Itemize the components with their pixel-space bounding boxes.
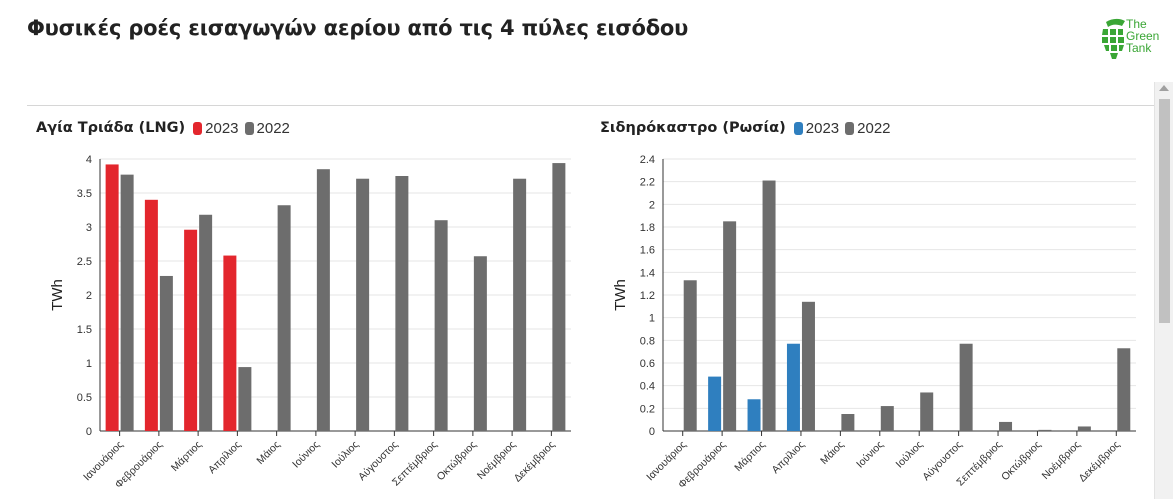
- y-tick-label: 0.5: [77, 392, 92, 404]
- x-tick-label: Μάιος: [818, 439, 846, 467]
- y-axis-label: TWh: [49, 279, 66, 311]
- y-tick-label: 4: [86, 154, 92, 166]
- bar-2023[interactable]: [184, 229, 198, 431]
- bar-2022[interactable]: [959, 343, 973, 431]
- x-tick-label: Ιούνιος: [854, 439, 886, 471]
- chart-1-legend-2023[interactable]: 2023: [193, 119, 239, 137]
- header-divider: [27, 105, 1157, 106]
- bar-2022[interactable]: [999, 421, 1013, 431]
- y-tick-label: 0: [86, 426, 92, 438]
- bar-2023[interactable]: [786, 343, 800, 431]
- y-tick-label: 1.8: [640, 222, 655, 234]
- x-tick-label: Ιούλιος: [329, 439, 361, 471]
- bar-2022[interactable]: [395, 176, 409, 431]
- x-tick-label: Απρίλιος: [770, 439, 808, 477]
- bar-2022[interactable]: [1077, 426, 1091, 431]
- bar-2022[interactable]: [683, 280, 697, 431]
- chart-2-legend-2023[interactable]: 2023: [793, 119, 840, 137]
- logo-line-3: Tank: [1126, 41, 1152, 55]
- logo-wordmark: The Green Tank: [1126, 18, 1159, 54]
- y-tick-label: 3.5: [77, 188, 92, 200]
- bar-2022[interactable]: [473, 256, 487, 431]
- x-tick-label: Μάρτιος: [732, 439, 767, 474]
- bar-2022[interactable]: [1038, 429, 1052, 431]
- bar-2022[interactable]: [841, 414, 855, 431]
- legend-swatch-2022: [244, 121, 254, 135]
- y-tick-label: 0.8: [640, 335, 655, 347]
- legend-swatch-2022: [845, 121, 855, 135]
- scrollbar-thumb[interactable]: [1159, 99, 1170, 323]
- chart-2-header: Σιδηρόκαστρο (Ρωσία) 2023 2022: [600, 117, 897, 139]
- bar-2022[interactable]: [120, 174, 134, 431]
- x-tick-label: Οκτώβριος: [435, 439, 479, 483]
- y-tick-label: 2: [649, 199, 655, 211]
- legend-label-2023: 2023: [805, 119, 840, 137]
- bar-2022[interactable]: [356, 178, 370, 431]
- y-tick-label: 2.5: [77, 256, 92, 268]
- y-tick-label: 1: [649, 313, 655, 325]
- logo-line-1: The: [1126, 17, 1147, 31]
- x-tick-label: Οκτώβριος: [999, 439, 1043, 483]
- y-tick-label: 1: [86, 358, 92, 370]
- chart-2-legend-2022[interactable]: 2022: [845, 119, 891, 137]
- y-tick-label: 2: [86, 290, 92, 302]
- y-tick-label: 1.2: [640, 290, 655, 302]
- chart-lng: 00.511.522.533.54TWhΙανουάριοςΦεβρουάριο…: [49, 154, 571, 491]
- bar-2022[interactable]: [801, 301, 815, 431]
- chart-1-header: Αγία Τριάδα (LNG) 2023 2022: [36, 117, 296, 139]
- page-title: Φυσικές ροές εισαγωγών αερίου από τις 4 …: [27, 16, 689, 40]
- y-tick-label: 1.5: [77, 324, 92, 336]
- bar-2023[interactable]: [144, 199, 158, 431]
- y-tick-label: 1.6: [640, 245, 655, 257]
- green-tank-logo-icon[interactable]: [1098, 16, 1168, 68]
- bar-2022[interactable]: [723, 221, 737, 431]
- x-tick-label: Δεκέμβριος: [1077, 439, 1123, 485]
- bar-2022[interactable]: [159, 275, 173, 431]
- bar-2022[interactable]: [434, 220, 448, 431]
- y-tick-label: 2.4: [640, 154, 655, 166]
- legend-label-2023: 2023: [205, 119, 239, 137]
- y-tick-label: 0: [649, 426, 655, 438]
- bar-2022[interactable]: [920, 392, 934, 431]
- x-tick-label: Μάιος: [254, 439, 282, 467]
- bar-2022[interactable]: [762, 180, 776, 431]
- bar-2022[interactable]: [316, 169, 330, 431]
- y-tick-label: 1.4: [640, 267, 655, 279]
- x-tick-label: Ιούνιος: [290, 439, 322, 471]
- vertical-scrollbar[interactable]: [1154, 82, 1173, 499]
- legend-swatch-2023: [193, 121, 203, 135]
- scroll-up-arrow-icon[interactable]: [1159, 85, 1169, 91]
- bar-2023[interactable]: [223, 255, 237, 431]
- bar-2022[interactable]: [880, 406, 894, 431]
- bar-2022[interactable]: [277, 205, 291, 431]
- y-tick-label: 0.6: [640, 358, 655, 370]
- bar-2023[interactable]: [747, 399, 761, 431]
- bar-2022[interactable]: [1117, 348, 1131, 431]
- legend-label-2022: 2022: [256, 119, 290, 137]
- x-tick-label: Μάρτιος: [169, 439, 204, 474]
- legend-label-2022: 2022: [857, 119, 891, 137]
- logo-line-2: Green: [1126, 29, 1160, 43]
- bar-2022[interactable]: [199, 214, 213, 431]
- chart-1-title: Αγία Τριάδα (LNG): [36, 120, 186, 136]
- bar-2022[interactable]: [552, 163, 566, 431]
- bar-2023[interactable]: [708, 376, 722, 431]
- legend-swatch-2023: [793, 121, 803, 135]
- bar-2023[interactable]: [105, 164, 119, 431]
- chart-2-title: Σιδηρόκαστρο (Ρωσία): [600, 120, 786, 136]
- chart-1-legend-2022[interactable]: 2022: [244, 119, 290, 137]
- x-tick-label: Δεκέμβριος: [512, 439, 558, 485]
- y-tick-label: 3: [86, 222, 92, 234]
- bar-2022[interactable]: [238, 367, 252, 431]
- y-tick-label: 2.2: [640, 177, 655, 189]
- y-tick-label: 0.4: [640, 381, 655, 393]
- x-tick-label: Απρίλιος: [206, 439, 244, 477]
- bar-2022[interactable]: [513, 178, 527, 431]
- y-axis-label: TWh: [612, 279, 629, 311]
- x-tick-label: Ιούλιος: [894, 439, 926, 471]
- chart-russia: 00.20.40.60.811.21.41.61.822.22.4TWhΙανο…: [612, 154, 1136, 491]
- y-tick-label: 0.2: [640, 403, 655, 415]
